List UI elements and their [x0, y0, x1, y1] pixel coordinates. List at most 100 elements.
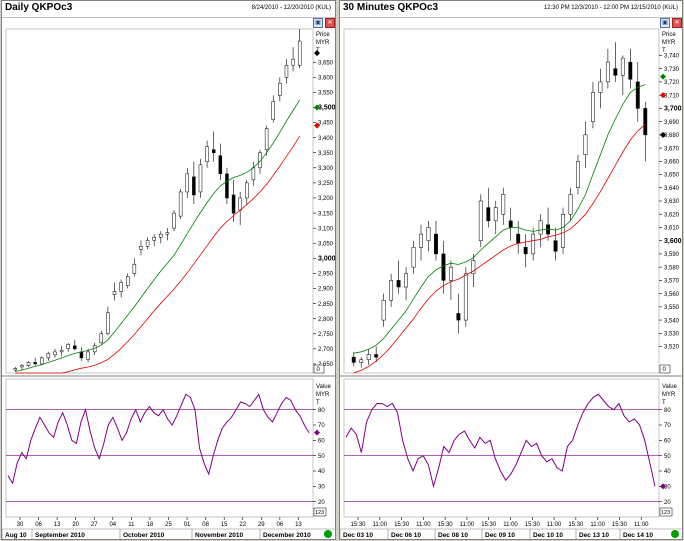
candle-body [26, 362, 31, 366]
price-marker [314, 122, 320, 129]
price-box-label: 0 [663, 367, 667, 373]
candle-body [205, 146, 209, 163]
value-axis-header: T [662, 400, 666, 406]
x-tick-label: 11:00 [460, 522, 475, 528]
x-tick-label: 11:00 [416, 522, 431, 528]
candle-body [508, 220, 513, 228]
candle-body [605, 61, 610, 83]
price-tick-label: 3,550 [318, 91, 334, 97]
candle-body [238, 197, 242, 211]
candle-body [374, 354, 379, 358]
x-tick-label: 15:30 [481, 522, 497, 528]
price-tick-label: 3,250 [318, 181, 334, 187]
price-tick-label: 3,500 [318, 105, 336, 112]
price-tick-label: 3,300 [318, 166, 334, 172]
price-marker [660, 131, 666, 138]
candle-body [284, 64, 289, 78]
candle-body [231, 194, 236, 214]
close-icon[interactable]: ✕ [325, 18, 335, 28]
x-band-label: Dec 03 10 [343, 532, 373, 539]
x-tick-label: 15:30 [394, 522, 410, 528]
x-tick-label: 04 [109, 522, 116, 528]
price-plot-area [5, 28, 314, 374]
candle-body [112, 291, 117, 295]
candle-body [278, 83, 282, 96]
candle-body [178, 191, 183, 217]
price-tick-label: 2,850 [318, 302, 334, 308]
candle-body [620, 57, 625, 76]
price-tick-label: 3,610 [664, 226, 680, 232]
candle-body [192, 176, 196, 196]
moving-average-green [15, 99, 301, 372]
candle-body [546, 224, 551, 235]
date-range: 8/24/2010 - 12/20/2010 (KUL) [251, 5, 331, 11]
x-band-label: December 2010 [263, 532, 311, 539]
price-axis-header: T [316, 48, 320, 54]
restore-icon[interactable]: ▣ [313, 18, 323, 28]
candle-body [456, 313, 461, 321]
intraday-chart-window[interactable]: 30 Minutes QKPOc3 12:30 PM 12/3/2010 - 1… [339, 0, 683, 540]
value-axis-header: MYR [662, 392, 676, 398]
value-axis-header: MYR [316, 392, 330, 398]
status-dot-icon [671, 530, 679, 538]
price-tick-label: 3,050 [318, 241, 334, 247]
indicator-tick-label: 50 [664, 454, 671, 460]
restore-icon[interactable]: ▣ [660, 18, 670, 28]
x-tick-label: 01 [184, 522, 191, 528]
candle-body [463, 273, 468, 321]
candle-body [271, 101, 275, 120]
candle-body [20, 365, 24, 368]
candle-body [66, 344, 70, 350]
indicator-marker [314, 429, 320, 436]
price-tick-label: 3,650 [664, 173, 680, 179]
x-tick-label: 11:00 [590, 522, 605, 528]
price-tick-label: 2,700 [318, 347, 334, 353]
candle-body [523, 247, 528, 255]
candle-body [628, 61, 633, 80]
price-tick-label: 3,000 [318, 256, 336, 263]
candle-body [218, 155, 223, 175]
candle-body [172, 212, 176, 229]
candle-body [251, 167, 256, 181]
candle-body [245, 182, 249, 199]
candle-body [501, 194, 506, 215]
indicator-tick-label: 40 [318, 469, 325, 475]
candle-body [561, 213, 565, 248]
price-tick-label: 3,740 [664, 54, 680, 60]
daily-chart-canvas[interactable]: Price MYR T 2,650 2,700 2,750 2,800 2,850 2,900 2… [2, 1, 337, 541]
value-box-label: 123 [661, 510, 670, 516]
window-buttons: ▣ ✕ [660, 18, 682, 28]
indicator-tick-label: 20 [664, 500, 671, 506]
candle-body [225, 173, 229, 199]
candle-body [145, 239, 150, 247]
indicator-tick-label: 40 [664, 469, 671, 475]
x-band-label: Dec 09 10 [485, 532, 515, 539]
window-buttons: ▣ ✕ [313, 18, 335, 28]
price-tick-label: 3,570 [664, 279, 680, 285]
x-tick-label: 25 [165, 522, 172, 528]
close-icon[interactable]: ✕ [672, 18, 682, 28]
candle-body [297, 40, 302, 66]
x-tick-label: 11:00 [372, 522, 387, 528]
x-band-label: November 2010 [195, 532, 243, 539]
indicator-tick-label: 60 [664, 439, 671, 445]
candle-body [13, 368, 18, 371]
candle-body [46, 353, 51, 359]
intraday-chart-canvas[interactable]: Price MYR T 3,520 3,530 3,540 3,550 3,560 3,570 3… [340, 1, 684, 541]
x-tick-label: 20 [72, 522, 79, 528]
candle-body [159, 233, 163, 238]
candle-body [258, 152, 262, 169]
price-tick-label: 3,400 [318, 136, 334, 142]
daily-chart-window[interactable]: Daily QKPOc3 8/24/2010 - 12/20/2010 (KUL… [1, 0, 336, 540]
value-axis-header: Value [662, 384, 678, 390]
candle-body [411, 247, 416, 268]
x-tick-label: 06 [35, 522, 42, 528]
candle-body [185, 173, 189, 193]
price-tick-label: 3,700 [664, 106, 682, 113]
x-tick-label: 11:00 [547, 522, 562, 528]
x-tick-label: 06 [277, 522, 284, 528]
x-tick-label: 29 [258, 522, 265, 528]
price-axis-header: Price [662, 32, 676, 38]
value-box-label: 123 [315, 510, 324, 516]
x-tick-label: 15:30 [525, 522, 541, 528]
